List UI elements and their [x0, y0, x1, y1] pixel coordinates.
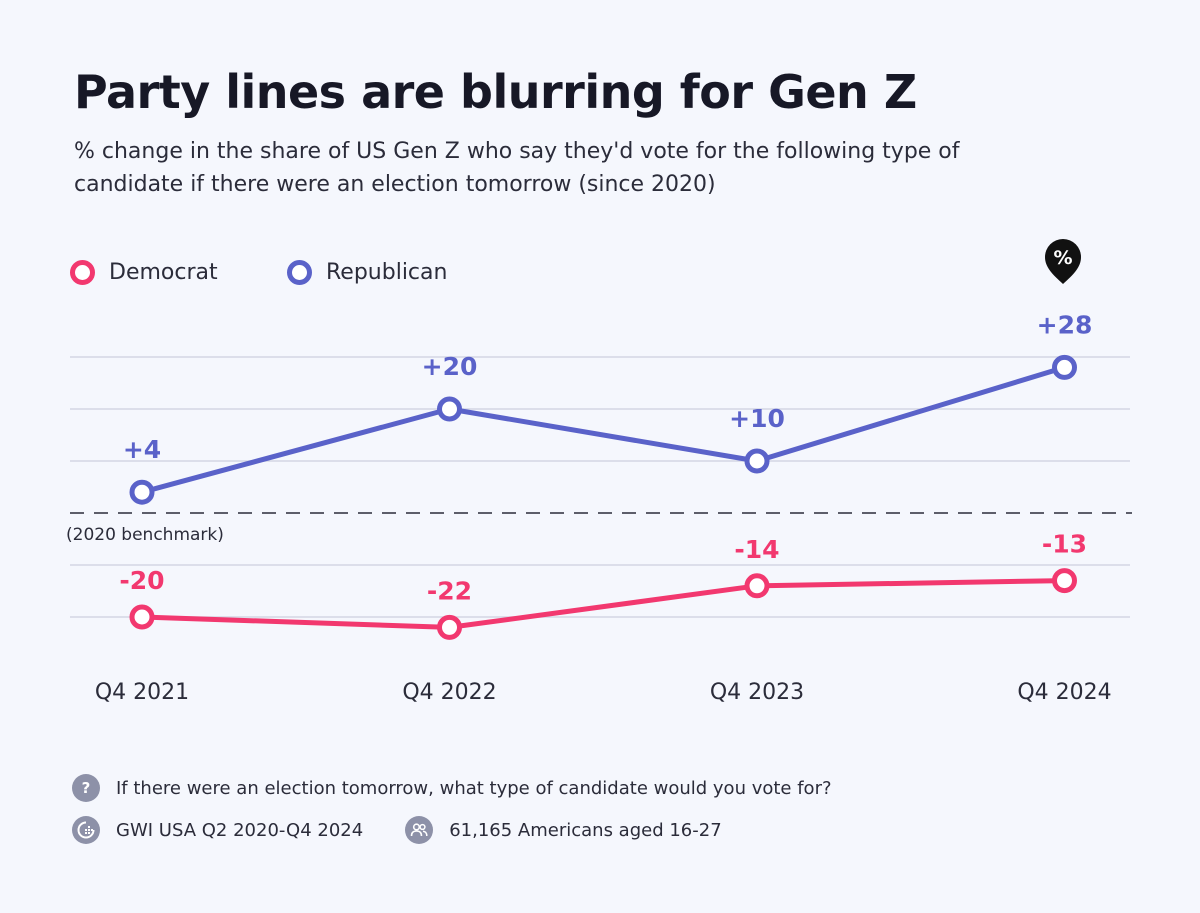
republican-series-line [141, 365, 1066, 495]
republican-point [1052, 354, 1077, 380]
footer-source: GWI USA Q2 2020-Q4 2024 61,165 Americans… [72, 816, 722, 844]
democrat-data-label: -22 [427, 576, 472, 605]
percent-marker-icon: % [1045, 239, 1081, 284]
x-tick-label: Q4 2022 [402, 680, 496, 705]
gwi-logo-icon [72, 816, 100, 844]
republican-point [129, 479, 155, 505]
chart-title: Party lines are blurring for Gen Z [74, 65, 917, 119]
footer-question-text: If there were an election tomorrow, what… [116, 777, 832, 799]
democrat-point [129, 604, 155, 630]
republican-data-label: +4 [123, 435, 161, 464]
percent-marker-symbol: % [1053, 247, 1072, 269]
democrat-legend-marker [70, 260, 95, 285]
republican-data-label: +28 [1037, 310, 1093, 339]
legend-label-republican: Republican [326, 260, 448, 285]
people-icon [405, 816, 434, 844]
x-tick-label: Q4 2023 [710, 680, 804, 705]
legend-item-democrat: Democrat [70, 260, 218, 285]
x-tick-label: Q4 2021 [95, 680, 189, 705]
footer-sample-text: 61,165 Americans aged 16-27 [449, 819, 722, 841]
republican-data-label: +20 [422, 352, 478, 381]
footer-question: ? If there were an election tomorrow, wh… [72, 774, 832, 802]
republican-data-label: +10 [729, 404, 785, 433]
republican-legend-marker [287, 260, 312, 285]
democrat-series-line [141, 578, 1065, 630]
democrat-point [437, 614, 462, 640]
baseline-label: (2020 benchmark) [66, 525, 224, 545]
legend-item-republican: Republican [287, 260, 447, 285]
democrat-point [744, 573, 770, 599]
chart-subtitle: % change in the share of US Gen Z who sa… [74, 139, 960, 197]
republican-point [437, 396, 462, 422]
democrat-data-label: -14 [734, 535, 779, 564]
footer-source-text: GWI USA Q2 2020-Q4 2024 [116, 819, 364, 841]
democrat-data-label: -13 [1042, 530, 1087, 559]
line-chart: (2020 benchmark) +4 +20 +10 +28 -20 -22 -14 -13 Q… [66, 239, 1132, 705]
question-icon: ? [72, 774, 100, 802]
legend-label-democrat: Democrat [109, 260, 218, 285]
democrat-point [1052, 568, 1077, 594]
x-tick-label: Q4 2024 [1017, 680, 1111, 705]
democrat-data-label: -20 [119, 566, 164, 595]
republican-point [744, 448, 770, 474]
